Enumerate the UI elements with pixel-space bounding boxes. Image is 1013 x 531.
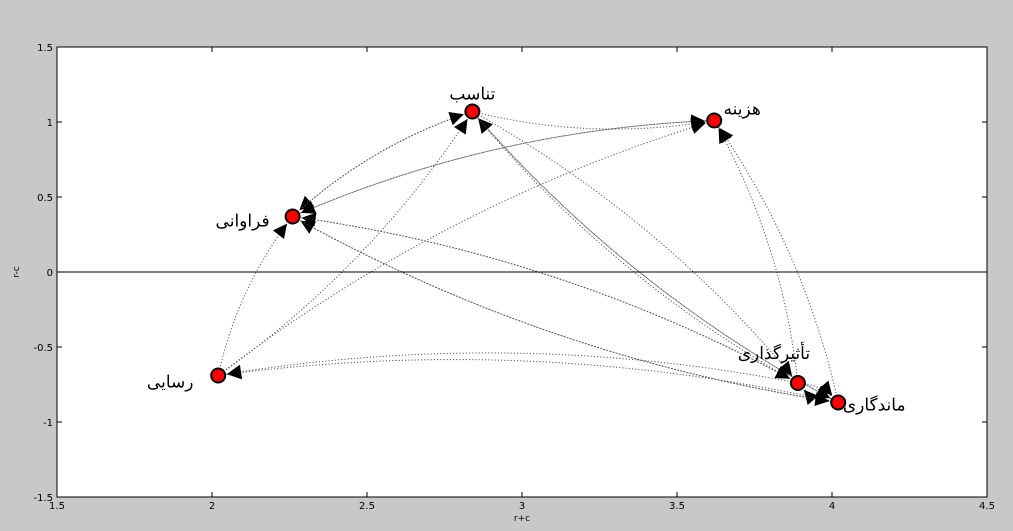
- data-point: [830, 394, 847, 411]
- point-label: فراوانی: [216, 212, 270, 232]
- arrow-path: [292, 111, 473, 217]
- axes-layer: 1.5 2 2.5 3 3.5 4 4.5 1.5 1 0.5 0 -0.5 -1 -1.5: [33, 43, 994, 512]
- arrow-path: [218, 359, 839, 403]
- x-tick-label: 4: [829, 501, 835, 512]
- point-label: رسایی: [147, 373, 194, 393]
- data-point: [284, 208, 301, 225]
- arrow-path: [472, 111, 799, 384]
- arrow-path: [713, 120, 799, 384]
- points-layer: تناسب هزینه فراوانی رسایی تأثیرگذاری ماندگاری: [147, 85, 906, 416]
- y-tick-label: 1: [47, 118, 53, 129]
- arrow-path: [472, 111, 799, 384]
- point-label: تناسب: [449, 85, 495, 105]
- x-tick-label: 3.5: [669, 501, 685, 512]
- arrow-head: [774, 365, 790, 379]
- y-tick-label: -1.5: [33, 493, 53, 504]
- y-tick-label: 1.5: [37, 43, 53, 54]
- point-label: ماندگاری: [843, 395, 906, 416]
- arrow-head: [300, 200, 317, 214]
- y-tick-label: -1: [43, 418, 53, 429]
- x-axis-label: r+c: [514, 514, 530, 524]
- data-point: [464, 103, 481, 120]
- arrow-path: [472, 111, 839, 403]
- x-tick-label: 2.5: [359, 501, 375, 512]
- arrow-head: [300, 220, 317, 234]
- arrow-path: [292, 216, 799, 384]
- arrow-head: [454, 119, 468, 135]
- arrow-head: [817, 380, 833, 396]
- arrow-path: [218, 352, 798, 384]
- arrow-head: [227, 365, 242, 380]
- point-label: تأثیرگذاری: [738, 341, 811, 364]
- arrow-head: [803, 389, 819, 405]
- arrow-head: [777, 360, 793, 377]
- arrow-head: [719, 127, 734, 144]
- y-tick-label: 0.5: [37, 193, 53, 204]
- data-point: [706, 112, 723, 129]
- x-tick-label: 3: [519, 501, 525, 512]
- x-tick-label: 1.5: [49, 501, 65, 512]
- y-tick-label: -0.5: [33, 343, 53, 354]
- data-point: [210, 367, 227, 384]
- y-tick-label: 0: [47, 268, 53, 279]
- arrow-head: [448, 111, 464, 126]
- data-point: [789, 375, 806, 391]
- x-tick-label: 4.5: [979, 501, 995, 512]
- arrow-head: [690, 117, 706, 132]
- arrow-path: [713, 120, 839, 403]
- arrow-path: [472, 111, 715, 130]
- arrow-head: [814, 392, 830, 406]
- arrow-path: [292, 216, 799, 384]
- point-label: هزینه: [724, 100, 761, 120]
- x-tick-label: 2: [209, 501, 215, 512]
- arrow-path: [292, 111, 473, 217]
- arrow-head: [272, 223, 288, 239]
- y-axis-label: r-c: [12, 266, 22, 277]
